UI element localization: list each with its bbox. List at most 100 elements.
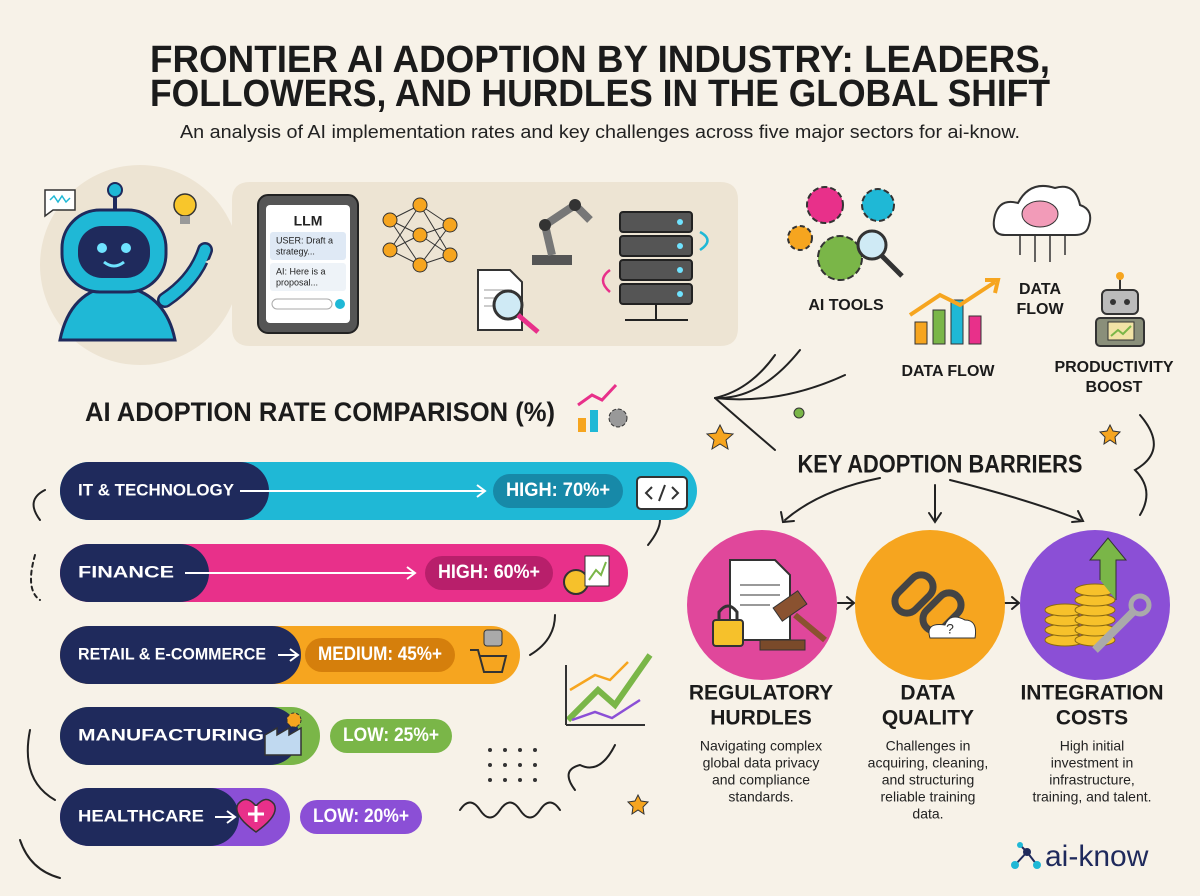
decoration xyxy=(714,397,776,451)
barrier-title: DATA xyxy=(900,682,955,705)
decoration xyxy=(647,519,661,546)
decoration xyxy=(914,321,928,345)
barrier-title: QUALITY xyxy=(882,707,974,730)
decoration xyxy=(180,216,190,224)
cloud-icon xyxy=(992,184,1092,262)
decoration xyxy=(518,763,522,767)
decoration xyxy=(590,410,598,432)
decoration xyxy=(488,748,492,752)
decoration xyxy=(784,477,881,521)
decoration xyxy=(569,661,629,692)
icon-label: PRODUCTIVITY xyxy=(1054,359,1173,376)
decoration xyxy=(968,315,982,345)
decoration xyxy=(1128,593,1152,617)
decoration xyxy=(49,194,71,204)
brand-logo xyxy=(1011,842,1041,869)
star xyxy=(705,423,735,451)
decoration xyxy=(32,489,46,521)
decoration xyxy=(1033,861,1041,869)
chat-text: proposal... xyxy=(276,277,318,287)
section-title: KEY ADOPTION BARRIERS xyxy=(798,451,1083,479)
decoration xyxy=(677,291,683,297)
decoration xyxy=(97,243,107,253)
decoration xyxy=(540,199,593,256)
decoration xyxy=(793,612,827,643)
decoration xyxy=(856,229,888,261)
decoration xyxy=(518,748,522,752)
barrier-description: Navigating complex xyxy=(700,738,822,754)
screen-title: LLM xyxy=(294,213,323,229)
decoration xyxy=(1088,537,1128,600)
chat-text: AI: Here is a xyxy=(276,266,326,276)
decoration xyxy=(488,763,492,767)
decoration xyxy=(608,408,628,428)
industry-label-pill xyxy=(60,544,209,602)
decoration xyxy=(601,268,611,293)
decoration xyxy=(577,383,618,407)
decoration xyxy=(712,619,744,647)
decoration xyxy=(1110,325,1132,337)
decoration xyxy=(412,257,428,273)
rate-label: LOW: 20%+ xyxy=(313,806,409,827)
decoration xyxy=(928,512,942,524)
industry-name: MANUFACTURING xyxy=(78,725,264,744)
star xyxy=(1098,423,1122,446)
rate-label: HIGH: 60%+ xyxy=(438,562,540,583)
decoration xyxy=(1107,321,1135,341)
decoration xyxy=(488,778,492,782)
rate-badge xyxy=(300,800,422,834)
decoration xyxy=(714,374,846,401)
barrier-description: reliable training xyxy=(881,789,976,805)
decoration xyxy=(492,289,524,321)
data-quality-icon: ? xyxy=(855,530,1005,680)
barrier-description: High initial xyxy=(1060,738,1125,754)
decoration xyxy=(107,182,123,198)
barrier-title: INTEGRATION xyxy=(1020,682,1163,705)
decoration xyxy=(1044,583,1116,647)
code-icon xyxy=(644,484,680,502)
decoration xyxy=(516,313,540,334)
barrier-arrows xyxy=(780,477,1085,610)
barrier-description: and compliance xyxy=(712,772,810,788)
factory-icon xyxy=(264,726,302,756)
chat-text: strategy... xyxy=(276,246,315,256)
barrier-description: data. xyxy=(912,806,943,822)
decoration xyxy=(1023,848,1031,856)
decoration xyxy=(1092,607,1138,653)
decoration xyxy=(714,349,801,400)
decoration xyxy=(533,778,537,782)
decoration xyxy=(1124,299,1130,305)
decoration xyxy=(1011,861,1019,869)
decoration xyxy=(389,204,451,266)
decoration xyxy=(1116,272,1124,280)
barrier-description: standards. xyxy=(728,789,793,805)
decoration xyxy=(1133,414,1155,516)
rate-badge xyxy=(493,474,623,508)
decoration xyxy=(1101,289,1139,315)
decoration xyxy=(740,584,780,606)
arrow-head xyxy=(476,484,487,498)
decoration xyxy=(270,232,346,260)
decoration xyxy=(565,653,653,723)
decoration xyxy=(539,219,551,231)
title-line: FOLLOWERS, AND HURDLES IN THE GLOBAL SHI… xyxy=(150,73,1050,115)
decoration xyxy=(335,299,345,309)
barrier-description: global data privacy xyxy=(703,755,820,771)
decoration xyxy=(271,298,333,310)
arrow-head xyxy=(289,648,300,662)
decoration xyxy=(1017,842,1023,848)
decoration xyxy=(503,778,507,782)
decoration xyxy=(578,418,586,432)
dot xyxy=(793,407,805,419)
decoration xyxy=(949,479,1081,521)
decoration xyxy=(532,255,572,265)
decoration: ? xyxy=(946,621,954,637)
decoration xyxy=(717,604,739,620)
connector-arrows xyxy=(19,349,1155,879)
decoration xyxy=(817,235,863,281)
ai-tools-icon xyxy=(787,186,904,281)
gear-icon xyxy=(286,712,302,728)
decoration xyxy=(772,590,808,622)
decoration xyxy=(389,204,451,266)
